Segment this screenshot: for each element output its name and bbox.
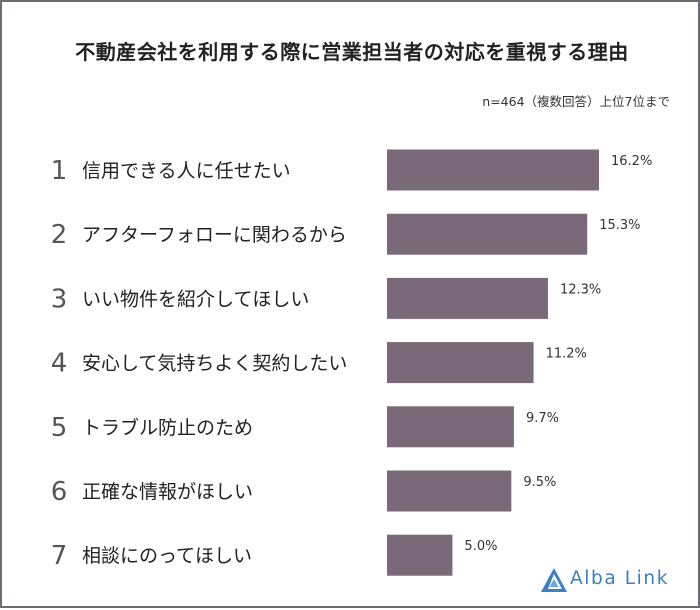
bar [387, 277, 548, 319]
category-label: 信用できる人に任せたい [82, 160, 291, 182]
bar [387, 534, 453, 576]
chart-title: 不動産会社を利用する際に営業担当者の対応を重視する理由 [75, 40, 629, 64]
bar [387, 470, 512, 512]
logo-triangle-icon [541, 568, 567, 592]
rank-number: 6 [51, 477, 68, 507]
alba-link-logo: Alba Link [540, 565, 690, 597]
value-label: 11.2% [546, 347, 587, 362]
rank-number: 1 [51, 156, 68, 186]
value-label: 12.3% [560, 282, 601, 297]
value-label: 9.7% [526, 411, 559, 426]
logo-text: Alba Link [570, 568, 670, 589]
value-label: 5.0% [464, 539, 497, 554]
value-label: 16.2% [611, 154, 652, 169]
category-label: アフターフォローに関わるから [82, 224, 347, 246]
rank-number: 4 [51, 349, 68, 379]
bar [387, 342, 534, 384]
rank-number: 5 [51, 413, 68, 443]
category-label: いい物件を紹介してほしい [82, 288, 309, 310]
rank-number: 3 [51, 284, 68, 314]
category-label: 相談にのってほしい [82, 545, 252, 567]
category-label: トラブル防止のため [82, 416, 253, 439]
value-label: 9.5% [523, 475, 556, 490]
bar [387, 149, 599, 191]
category-label: 正確な情報がほしい [82, 481, 253, 503]
chart-subtitle: n=464（複数回答）上位7位まで [482, 94, 670, 109]
value-label: 15.3% [599, 218, 640, 233]
rank-number: 7 [51, 541, 68, 571]
bar [387, 213, 588, 255]
category-label: 安心して気持ちよく契約したい [82, 353, 347, 375]
bar [387, 406, 514, 448]
rank-number: 2 [51, 220, 68, 250]
